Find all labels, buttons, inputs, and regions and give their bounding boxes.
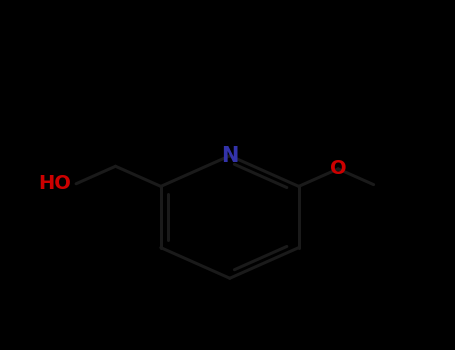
Text: O: O [330,159,346,178]
Text: HO: HO [39,174,71,193]
Text: N: N [221,146,238,166]
